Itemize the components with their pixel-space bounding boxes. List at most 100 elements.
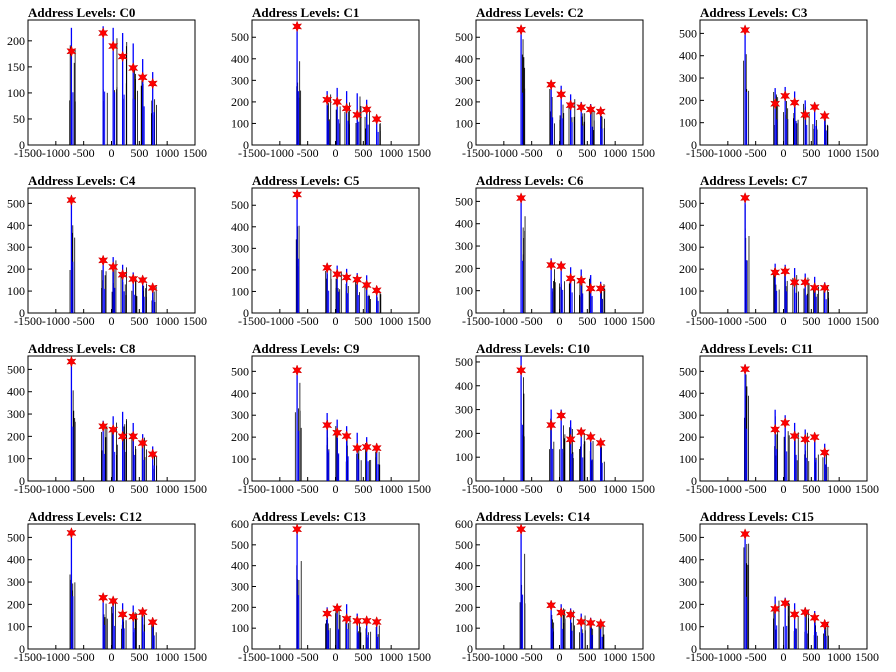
y-tick-label: 0	[691, 138, 697, 152]
x-tick-label: 0	[333, 482, 339, 496]
y-tick-label: 400	[679, 553, 697, 567]
peak-marker-star	[137, 71, 148, 84]
x-tick-label: -500	[297, 482, 319, 496]
peak-marker-star	[565, 608, 576, 621]
peak-marker-star	[819, 110, 830, 122]
peak-marker-star	[546, 78, 557, 91]
x-tick-label: -1000	[266, 314, 294, 328]
chart-panel-c12: Address Levels: C12 0 100 200 300 400 500 -1500…	[7, 509, 207, 664]
peak-marker-star	[595, 105, 606, 118]
x-tick-label: -1000	[490, 482, 518, 496]
x-tick-label: 1500	[631, 650, 655, 664]
x-tick-label: 500	[578, 650, 596, 664]
y-tick-label: 200	[231, 430, 249, 444]
y-tick-label: 0	[19, 138, 25, 152]
peak-marker-star	[147, 281, 158, 294]
x-tick-label: -1000	[490, 650, 518, 664]
y-tick-label: 100	[455, 450, 473, 464]
chart-panel-c1: Address Levels: C10100200300400500-1500-…	[231, 5, 431, 160]
y-tick-label: 500	[231, 30, 249, 44]
peak-marker-star	[800, 433, 811, 446]
y-tick-label: 300	[679, 71, 697, 85]
peak-marker-star	[800, 276, 811, 289]
x-tick-label: -1500	[238, 146, 266, 160]
peak-marker-star	[789, 276, 800, 289]
y-tick-label: 300	[7, 407, 25, 421]
x-tick-label: -1000	[714, 314, 742, 328]
x-tick-label: 500	[354, 314, 372, 328]
x-tick-label: -1500	[238, 482, 266, 496]
peak-marker-star	[789, 608, 800, 621]
x-tick-label: -500	[73, 146, 95, 160]
peak-marker-star	[809, 101, 820, 113]
y-tick-label: 400	[679, 218, 697, 232]
chart-title: Address Levels: C10	[476, 341, 590, 356]
peak-marker-star	[565, 99, 576, 112]
y-tick-label: 300	[679, 240, 697, 254]
x-tick-label: -1000	[714, 482, 742, 496]
peak-marker-star	[137, 606, 148, 619]
chart-title: Address Levels: C1	[252, 5, 359, 20]
y-tick-label: 100	[7, 620, 25, 634]
peak-marker-star	[809, 611, 820, 624]
peak-marker-star	[595, 437, 606, 449]
x-tick-label: -500	[745, 146, 767, 160]
y-tick-label: 600	[231, 517, 249, 531]
peak-marker-star	[98, 254, 109, 267]
peak-marker-star	[341, 271, 352, 284]
x-tick-label: -1500	[686, 482, 714, 496]
plot-frame	[251, 187, 420, 314]
y-tick-label: 500	[7, 196, 25, 210]
x-tick-label: -500	[745, 482, 767, 496]
y-tick-label: 200	[7, 262, 25, 276]
y-tick-label: 400	[231, 386, 249, 400]
x-tick-label: 500	[354, 482, 372, 496]
y-tick-label: 400	[455, 217, 473, 231]
peak-marker-star	[546, 599, 557, 612]
peak-marker-star	[128, 273, 139, 285]
peak-marker-star	[291, 364, 303, 377]
peak-marker-star	[546, 259, 557, 271]
x-tick-label: -1000	[42, 482, 70, 496]
x-tick-label: -1500	[462, 650, 490, 664]
x-tick-label: 1500	[183, 482, 207, 496]
x-tick-label: 1500	[407, 146, 431, 160]
x-tick-label: 1500	[407, 650, 431, 664]
y-tick-label: 100	[679, 620, 697, 634]
plot-frame	[251, 19, 420, 146]
y-tick-label: 300	[679, 408, 697, 422]
chart-title: Address Levels: C12	[28, 509, 142, 524]
peak-marker-star	[800, 108, 811, 121]
peak-marker-star	[291, 523, 303, 536]
x-tick-label: -1500	[686, 650, 714, 664]
x-tick-label: -1000	[42, 650, 70, 664]
y-tick-label: 300	[231, 73, 249, 87]
peak-marker-star	[352, 273, 363, 286]
peak-marker-star	[98, 591, 109, 604]
peak-marker-star	[108, 423, 119, 436]
peak-marker-star	[147, 77, 158, 90]
x-tick-label: 0	[333, 650, 339, 664]
peak-marker-star	[739, 528, 751, 540]
x-tick-label: 1000	[603, 146, 627, 160]
peak-marker-star	[291, 20, 303, 33]
peak-marker-star	[371, 113, 382, 126]
chart-title: Address Levels: C5	[252, 173, 360, 188]
x-tick-label: 1000	[155, 314, 179, 328]
peak-marker-star	[800, 606, 811, 619]
peak-marker-star	[341, 102, 352, 115]
x-tick-label: 500	[130, 314, 148, 328]
y-tick-label: 100	[231, 116, 249, 130]
y-tick-label: 150	[7, 60, 25, 74]
chart-panel-c10: Address Levels: C10 0 100 200 300 400 500 -1500…	[455, 341, 655, 496]
x-tick-label: 500	[130, 146, 148, 160]
chart-panel-c9: Address Levels: C90100200300400500-1500-…	[231, 341, 431, 496]
x-tick-label: 1000	[155, 146, 179, 160]
peak-marker-star	[739, 363, 751, 376]
x-tick-label: 0	[557, 314, 563, 328]
chart-title: Address Levels: C7	[700, 173, 808, 188]
peak-marker-star	[819, 446, 830, 459]
peak-marker-star	[739, 24, 751, 36]
x-tick-label: 500	[578, 482, 596, 496]
